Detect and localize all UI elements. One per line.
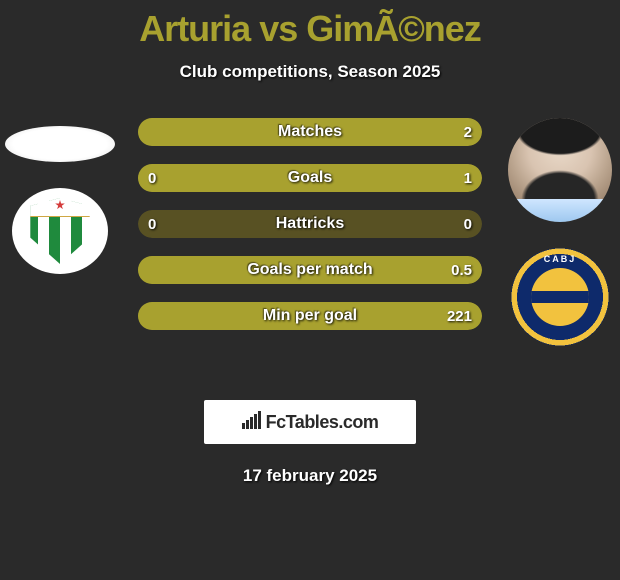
footer-date: 17 february 2025 <box>0 466 620 486</box>
club-badge-inner <box>531 268 589 326</box>
brand-text: FcTables.com <box>266 412 379 433</box>
player1-avatar <box>5 126 115 162</box>
player-left-column <box>0 118 120 274</box>
player2-avatar <box>508 118 612 222</box>
stat-bars: 2Matches 01Goals 00Hattricks 0.5Goals per m… <box>138 118 482 330</box>
comparison-panel: CABJ 2Matches 01Goals 00Hattricks 0.5Goals … <box>0 118 620 378</box>
stat-label: Goals <box>138 164 482 192</box>
chart-icon <box>242 413 262 431</box>
stat-bar: 221Min per goal <box>138 302 482 330</box>
player2-club-badge: CABJ <box>511 248 609 346</box>
subtitle: Club competitions, Season 2025 <box>0 62 620 82</box>
stat-label: Hattricks <box>138 210 482 238</box>
stat-bar: 01Goals <box>138 164 482 192</box>
stat-label: Matches <box>138 118 482 146</box>
stat-bar: 0.5Goals per match <box>138 256 482 284</box>
club-shield-stripes <box>27 198 93 264</box>
brand-box[interactable]: FcTables.com <box>204 400 416 444</box>
player1-club-badge <box>12 188 108 274</box>
club-badge-text-top: CABJ <box>544 254 577 264</box>
stat-label: Goals per match <box>138 256 482 284</box>
stat-bar: 00Hattricks <box>138 210 482 238</box>
stat-label: Min per goal <box>138 302 482 330</box>
stat-bar: 2Matches <box>138 118 482 146</box>
player-right-column: CABJ <box>500 118 620 346</box>
page-title: Arturia vs GimÃ©nez <box>0 0 620 50</box>
